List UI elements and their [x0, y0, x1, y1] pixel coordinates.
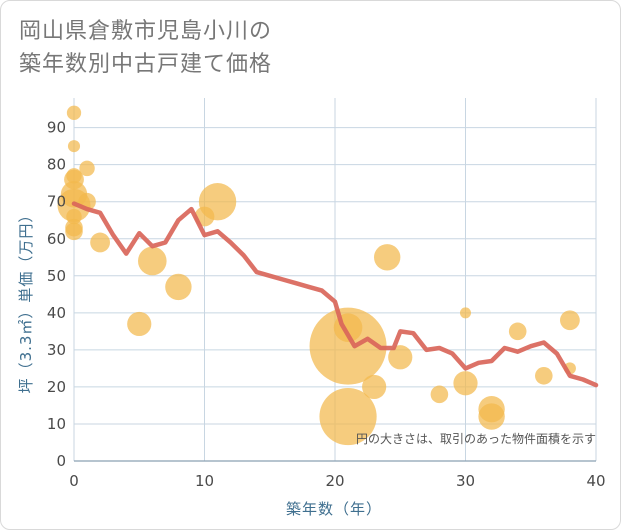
- data-bubble: [374, 244, 401, 271]
- data-bubble: [319, 387, 377, 446]
- y-tick-label: 80: [47, 156, 66, 174]
- x-tick-label: 0: [69, 472, 79, 490]
- data-bubble: [535, 367, 553, 385]
- y-tick-label: 10: [47, 415, 66, 433]
- data-bubble: [453, 371, 478, 396]
- y-tick-label: 0: [56, 452, 66, 470]
- data-bubble: [460, 307, 471, 319]
- title-line-1: 岡山県倉敷市児島小川の: [19, 19, 273, 44]
- data-bubble: [430, 385, 449, 404]
- y-tick-label: 70: [47, 193, 66, 211]
- y-axis-label: 坪（3.3㎡）単価（万円）: [17, 207, 35, 394]
- data-bubble: [66, 105, 82, 120]
- x-tick-label: 40: [586, 472, 605, 490]
- title-line-2: 築年数別中古戸建て価格: [19, 52, 273, 77]
- y-tick-label: 30: [47, 341, 66, 359]
- data-bubble: [362, 374, 387, 400]
- x-axis-label: 築年数（年）: [286, 500, 382, 518]
- bubble-series: [57, 105, 580, 446]
- data-bubble: [388, 345, 413, 370]
- data-bubble: [198, 183, 237, 221]
- y-tick-label: 60: [47, 230, 66, 248]
- y-tick-label: 50: [47, 267, 66, 285]
- x-tick-label: 30: [456, 472, 475, 490]
- data-bubble: [309, 307, 387, 385]
- trend-line: [71, 201, 599, 388]
- x-tick-label: 10: [195, 472, 214, 490]
- size-annotation: 円の大きさは、取引のあった物件面積を示す: [356, 431, 596, 446]
- data-bubble: [127, 311, 152, 337]
- trend-line-group: [71, 201, 599, 388]
- data-bubble: [560, 310, 580, 331]
- x-tick-label: 20: [325, 472, 344, 490]
- chart-title: 岡山県倉敷市児島小川の 築年数別中古戸建て価格: [19, 15, 272, 81]
- y-tick-label: 40: [47, 304, 66, 322]
- data-bubble: [478, 403, 505, 430]
- data-bubble: [508, 322, 527, 341]
- y-tick-label: 90: [47, 119, 66, 137]
- tick-labels: 0 10 20 30 40 0 10 20 30 40 50 60 70 80 90: [47, 119, 606, 490]
- data-bubble: [67, 140, 81, 153]
- data-bubble: [165, 273, 192, 301]
- grid-lines: [73, 98, 597, 462]
- data-bubble: [90, 232, 110, 253]
- y-tick-label: 20: [47, 378, 66, 396]
- data-bubble: [79, 160, 95, 177]
- data-bubble: [138, 246, 167, 276]
- data-bubble: [65, 222, 83, 241]
